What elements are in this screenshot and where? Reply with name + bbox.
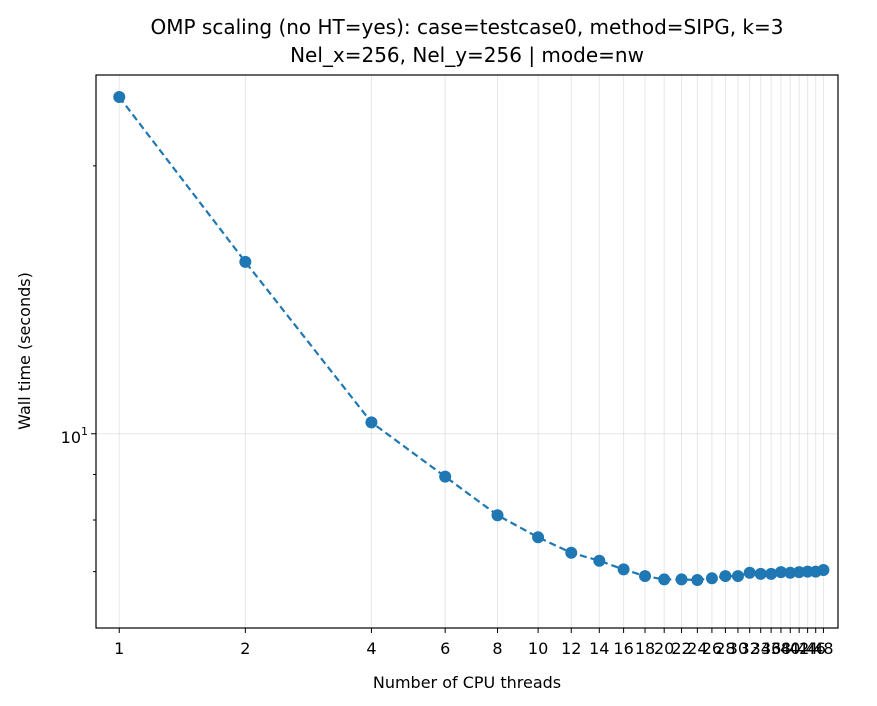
data-point xyxy=(731,570,744,583)
x-tick-label: 24 xyxy=(687,639,707,658)
data-point xyxy=(784,566,797,579)
x-tick-label: 38 xyxy=(771,639,791,658)
data-point xyxy=(365,416,378,429)
x-tick-label: 20 xyxy=(654,639,674,658)
data-point xyxy=(439,470,452,483)
x-tick-label: 18 xyxy=(635,639,655,658)
data-point xyxy=(754,567,767,580)
x-tick-label: 6 xyxy=(440,639,450,658)
data-point xyxy=(817,563,830,576)
data-point xyxy=(593,554,606,567)
y-tick-label-base: 10 xyxy=(61,428,81,447)
x-tick-label: 44 xyxy=(797,639,817,658)
x-tick-label: 48 xyxy=(813,639,833,658)
data-point xyxy=(719,570,732,583)
x-tick-label: 26 xyxy=(702,639,722,658)
x-axis: 1 2 4 6 8 10 12 14 16 182022242628303234363840424… xyxy=(114,628,834,658)
series-line xyxy=(118,96,824,582)
data-point xyxy=(658,573,671,586)
chart-subtitle: Nel_x=256, Nel_y=256 | mode=nw xyxy=(290,43,644,67)
series-layer xyxy=(113,91,830,586)
x-tick-label: 4 xyxy=(366,639,376,658)
x-tick-label: 10 xyxy=(528,639,548,658)
data-point xyxy=(743,566,756,579)
x-tick-label: 34 xyxy=(751,639,771,658)
data-point xyxy=(617,563,630,576)
x-tick-label: 2 xyxy=(240,639,250,658)
data-point xyxy=(691,573,704,586)
x-axis-label: Number of CPU threads xyxy=(373,673,561,692)
x-tick-label: 16 xyxy=(613,639,633,658)
y-axis: 101 xyxy=(61,165,96,573)
x-tick-label: 1 xyxy=(114,639,124,658)
x-tick-label: 46 xyxy=(806,639,826,658)
data-point xyxy=(639,570,652,583)
data-point xyxy=(532,531,545,544)
x-tick-label: 36 xyxy=(761,639,781,658)
data-point xyxy=(113,91,126,104)
gridlines xyxy=(96,75,838,628)
x-tick-label: 12 xyxy=(561,639,581,658)
data-point xyxy=(765,567,778,580)
data-point xyxy=(705,572,718,585)
y-tick-label-exp: 1 xyxy=(81,425,88,438)
x-tick-label: 30 xyxy=(728,639,748,658)
x-tick-label: 32 xyxy=(740,639,760,658)
x-tick-label: 42 xyxy=(789,639,809,658)
y-tick-label: 101 xyxy=(61,425,88,447)
data-point xyxy=(565,546,578,559)
data-point xyxy=(774,566,787,579)
data-point xyxy=(239,255,252,268)
x-tick-label: 8 xyxy=(492,639,502,658)
data-point xyxy=(491,509,504,522)
x-tick-label: 22 xyxy=(671,639,691,658)
y-axis-label: Wall time (seconds) xyxy=(15,272,34,430)
x-tick-label: 14 xyxy=(589,639,609,658)
plot-frame xyxy=(95,74,839,629)
x-tick-label: 28 xyxy=(715,639,735,658)
x-tick-label: 40 xyxy=(780,639,800,658)
data-point xyxy=(675,573,688,586)
chart-title: OMP scaling (no HT=yes): case=testcase0,… xyxy=(151,15,784,39)
